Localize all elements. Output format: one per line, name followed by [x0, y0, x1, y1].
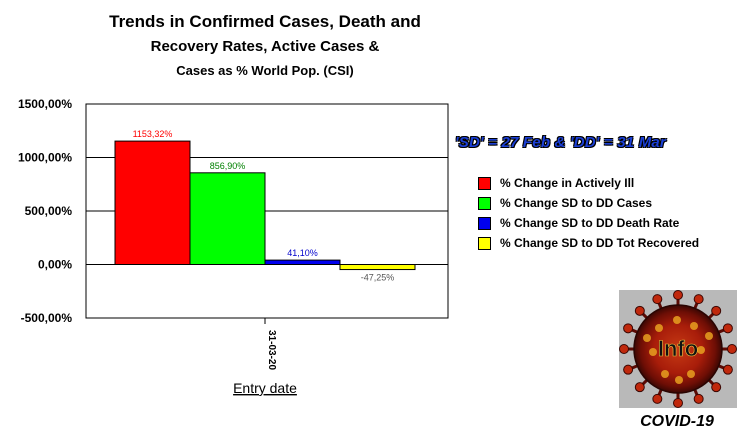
y-tick-label: 1000,00% — [18, 151, 72, 165]
virus-spot — [643, 334, 651, 342]
legend-item: % Change in Actively Ill — [478, 173, 699, 193]
virus-spot — [649, 348, 657, 356]
virus-spike-tip — [711, 305, 722, 316]
chart-title-line-3: Cases as % World Pop. (CSI) — [176, 63, 354, 78]
legend-swatch — [478, 176, 491, 190]
virus-spike-tip — [722, 323, 733, 334]
virus-spike-tip — [693, 294, 704, 305]
virus-spike-tip — [619, 344, 629, 354]
virus-spikes — [619, 290, 737, 408]
date-definition-note: 'SD' = 27 Feb & 'DD' = 31 Mar — [455, 134, 666, 151]
x-axis-label: Entry date — [233, 380, 297, 396]
virus-spot — [705, 332, 713, 340]
legend-item: % Change SD to DD Cases — [478, 193, 699, 213]
legend-label: % Change SD to DD Tot Recovered — [500, 236, 700, 250]
virus-spot — [687, 370, 695, 378]
virus-spots — [643, 316, 713, 384]
y-tick-label: 500,00% — [25, 204, 73, 218]
bar — [114, 140, 191, 265]
virus-spot — [690, 322, 698, 330]
virus-spike-tip — [693, 393, 704, 404]
virus-spike-tip — [673, 398, 683, 408]
legend-item: % Change SD to DD Death Rate — [478, 213, 699, 233]
chart-title-line-1: Trends in Confirmed Cases, Death and — [109, 12, 421, 31]
virus-spike-tip — [722, 364, 733, 375]
bar — [189, 172, 266, 266]
legend-swatch — [478, 236, 491, 250]
data-label: 41,10% — [287, 248, 318, 258]
virus-spike-tip — [673, 290, 683, 300]
chart-title-line-2: Recovery Rates, Active Cases & — [150, 38, 380, 55]
legend: % Change in Actively Ill % Change SD to … — [478, 173, 699, 253]
virus-spike-tip — [634, 305, 645, 316]
bar — [339, 264, 416, 271]
y-tick-label: -500,00% — [21, 311, 73, 325]
virus-spot — [655, 324, 663, 332]
virus-spike-tip — [652, 294, 663, 305]
bar — [264, 259, 341, 265]
legend-item: % Change SD to DD Tot Recovered — [478, 233, 699, 253]
data-label: 1153,32% — [133, 129, 173, 139]
virus-spike-tip — [623, 364, 634, 375]
legend-swatch — [478, 196, 491, 210]
legend-label: % Change SD to DD Cases — [500, 196, 653, 210]
y-tick-label: 0,00% — [38, 258, 72, 272]
virus-spike-tip — [623, 323, 634, 334]
legend-label: % Change in Actively Ill — [500, 176, 635, 190]
data-label: 856,90% — [210, 161, 246, 171]
virus-spot — [673, 316, 681, 324]
legend-label: % Change SD to DD Death Rate — [500, 216, 680, 230]
logo-center-text: Info — [658, 336, 698, 361]
covid-info-logo: Info — [619, 290, 737, 408]
y-tick-label: 1500,00% — [18, 97, 72, 111]
virus-spot — [661, 370, 669, 378]
logo-caption: COVID-19 — [640, 413, 714, 430]
legend-swatch — [478, 216, 491, 230]
virus-spot — [697, 346, 705, 354]
virus-spike-tip — [652, 393, 663, 404]
virus-spike-tip — [727, 344, 737, 354]
virus-spike-tip — [711, 382, 722, 393]
data-label: -47,25% — [361, 273, 395, 283]
virus-spot — [675, 376, 683, 384]
x-tick-label: 31-03-20 — [266, 330, 277, 370]
virus-spike-tip — [634, 382, 645, 393]
